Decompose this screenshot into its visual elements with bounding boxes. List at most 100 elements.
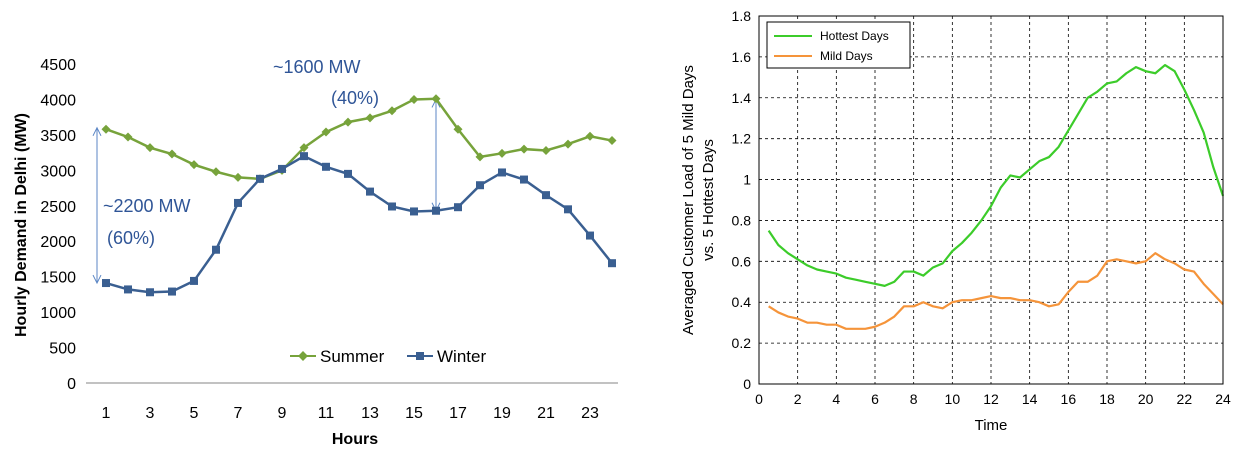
point-winter-hour-23: [586, 231, 594, 240]
point-summer-hour-24: [607, 136, 617, 146]
right-x-tick-20: 20: [1138, 391, 1154, 407]
left-x-tick-15: 15: [405, 405, 423, 422]
left-x-tick-19: 19: [493, 405, 511, 422]
series-winter: [102, 152, 616, 297]
left-y-tick-4500: 4500: [40, 57, 76, 74]
left-series: [101, 94, 617, 297]
point-winter-hour-17: [454, 203, 462, 212]
series-hottest-days-line: [767, 63, 1225, 287]
annotation-arrow-1: [92, 126, 102, 285]
right-y-axis-title-line1: Averaged Customer Load of 5 Mild Days: [680, 65, 697, 335]
point-winter-hour-8: [256, 174, 264, 183]
point-winter-hour-11: [322, 162, 330, 171]
right-x-tick-labels: 0 2 4 6 8 10 12 14 16 18 20 22 24: [755, 391, 1231, 407]
left-annotations: ~2200 MW (60%) ~1600 MW (40%): [103, 57, 379, 248]
right-y-tick-1.8: 1.8: [732, 8, 752, 24]
left-x-tick-7: 7: [234, 405, 243, 422]
point-winter-hour-5: [190, 276, 198, 285]
point-winter-hour-19: [498, 168, 506, 177]
right-legend: Hottest Days Mild Days: [766, 21, 911, 69]
left-annotation-arrows: [92, 98, 441, 285]
left-legend: Summer Winter: [290, 347, 486, 366]
point-summer-hour-10: [299, 143, 309, 153]
right-x-tick-8: 8: [910, 391, 918, 407]
left-y-tick-1500: 1500: [40, 270, 76, 287]
legend-mild-days-label: Mild Days: [820, 49, 873, 63]
right-x-tick-14: 14: [1022, 391, 1038, 407]
point-winter-hour-24: [608, 259, 616, 268]
left-x-tick-9: 9: [278, 405, 287, 422]
point-winter-hour-20: [520, 175, 528, 184]
point-summer-hour-19: [497, 148, 507, 158]
series-winter-line: [105, 154, 613, 294]
point-summer-hour-3: [145, 143, 155, 153]
point-summer-hour-23: [585, 131, 595, 141]
point-summer-hour-17: [453, 124, 463, 134]
point-summer-hour-21: [541, 145, 551, 155]
left-y-axis-title: Hourly Demand in Delhi (MW): [13, 113, 30, 337]
point-summer-hour-5: [189, 160, 199, 170]
annotation-winter-gap-percent: (60%): [107, 228, 155, 248]
point-summer-hour-20: [519, 144, 529, 154]
left-y-tick-3000: 3000: [40, 163, 76, 180]
right-legend-box: [766, 21, 911, 69]
left-y-tick-500: 500: [49, 341, 76, 358]
point-winter-hour-9: [278, 164, 286, 173]
point-winter-hour-4: [168, 287, 176, 296]
point-summer-hour-6: [211, 167, 221, 177]
right-x-tick-2: 2: [794, 391, 802, 407]
point-summer-hour-12: [343, 117, 353, 127]
annotation-summer-gap-percent: (40%): [331, 88, 379, 108]
right-x-tick-6: 6: [871, 391, 879, 407]
legend-winter-label: Winter: [437, 347, 486, 366]
left-y-tick-4000: 4000: [40, 92, 76, 109]
series-summer-line: [105, 97, 613, 181]
point-summer-hour-16: [431, 94, 441, 104]
point-summer-hour-15: [409, 94, 419, 104]
right-y-tick-1: 1: [743, 172, 751, 188]
right-y-axis-title-line2: vs. 5 Hottest Days: [700, 139, 717, 261]
left-x-tick-1: 1: [102, 405, 111, 422]
point-summer-hour-14: [387, 106, 397, 116]
point-winter-hour-2: [124, 285, 132, 294]
point-winter-hour-13: [366, 187, 374, 196]
right-y-tick-0.2: 0.2: [732, 335, 752, 351]
left-y-tick-2500: 2500: [40, 199, 76, 216]
point-winter-hour-7: [234, 198, 242, 207]
delhi-demand-chart: Hourly Demand in Delhi (MW) 0 500 1000 1500…: [13, 57, 618, 448]
point-winter-hour-16: [432, 206, 440, 215]
left-x-tick-21: 21: [537, 405, 555, 422]
legend-summer-label: Summer: [320, 347, 385, 366]
point-summer-hour-7: [233, 172, 243, 182]
left-x-tick-11: 11: [318, 405, 335, 422]
left-x-tick-13: 13: [361, 405, 379, 422]
right-y-tick-0.8: 0.8: [732, 212, 752, 228]
left-x-tick-23: 23: [581, 405, 599, 422]
left-y-tick-0: 0: [67, 376, 76, 393]
point-winter-hour-1: [102, 279, 110, 288]
series-summer: [101, 94, 617, 184]
right-y-tick-1.2: 1.2: [732, 131, 752, 147]
point-summer-hour-11: [321, 127, 331, 137]
right-x-tick-24: 24: [1215, 391, 1231, 407]
left-x-tick-labels: 1 3 5 7 9 11 13 15 17 19 21 23: [102, 405, 599, 422]
right-series: [767, 63, 1225, 330]
right-x-tick-16: 16: [1061, 391, 1077, 407]
point-winter-hour-21: [542, 191, 550, 200]
point-winter-hour-10: [300, 152, 308, 161]
left-x-axis-title: Hours: [332, 431, 378, 448]
annotation-arrow-2: [431, 98, 441, 212]
point-winter-hour-18: [476, 181, 484, 190]
point-winter-hour-3: [146, 288, 154, 297]
point-winter-hour-14: [388, 202, 396, 211]
point-summer-hour-22: [563, 139, 573, 149]
left-y-tick-3500: 3500: [40, 128, 76, 145]
left-x-tick-5: 5: [190, 405, 199, 422]
legend-winter-marker: [416, 352, 424, 360]
series-mild-days-line: [768, 252, 1224, 330]
point-winter-hour-15: [410, 207, 418, 216]
left-y-tick-1000: 1000: [40, 305, 76, 322]
point-winter-hour-6: [212, 245, 220, 254]
right-x-tick-18: 18: [1099, 391, 1115, 407]
